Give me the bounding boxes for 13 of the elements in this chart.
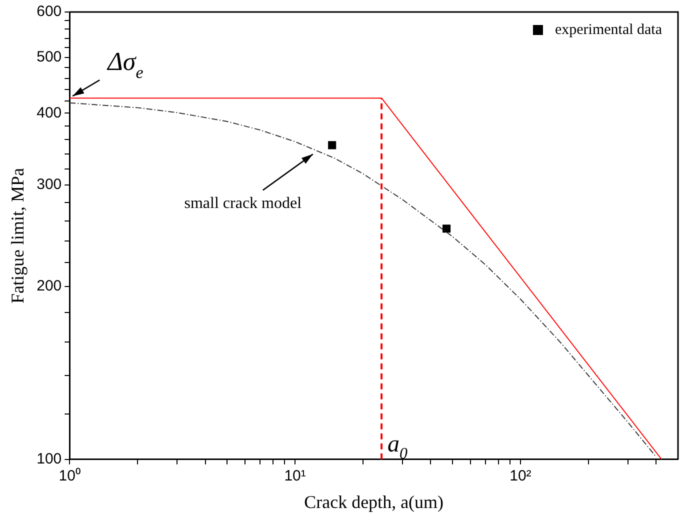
x-axis-title: Crack depth, a(um) [304, 492, 444, 512]
x-tick-label: 10² [510, 468, 532, 485]
y-tick-label: 300 [36, 176, 62, 194]
y-tick-label: 200 [36, 277, 62, 294]
y-tick-label: 500 [36, 48, 62, 66]
y-axis-title: Fatigue limit, MPa [8, 168, 28, 304]
annotation: small crack model [184, 195, 302, 212]
y-tick-label: 400 [36, 104, 62, 122]
x-tick-label: 10⁰ [58, 468, 80, 485]
x-tick-label: 10¹ [284, 468, 306, 485]
y-tick-label: 600 [36, 3, 62, 20]
legend-label: experimental data [554, 22, 662, 38]
y-tick-label: 100 [36, 450, 62, 468]
